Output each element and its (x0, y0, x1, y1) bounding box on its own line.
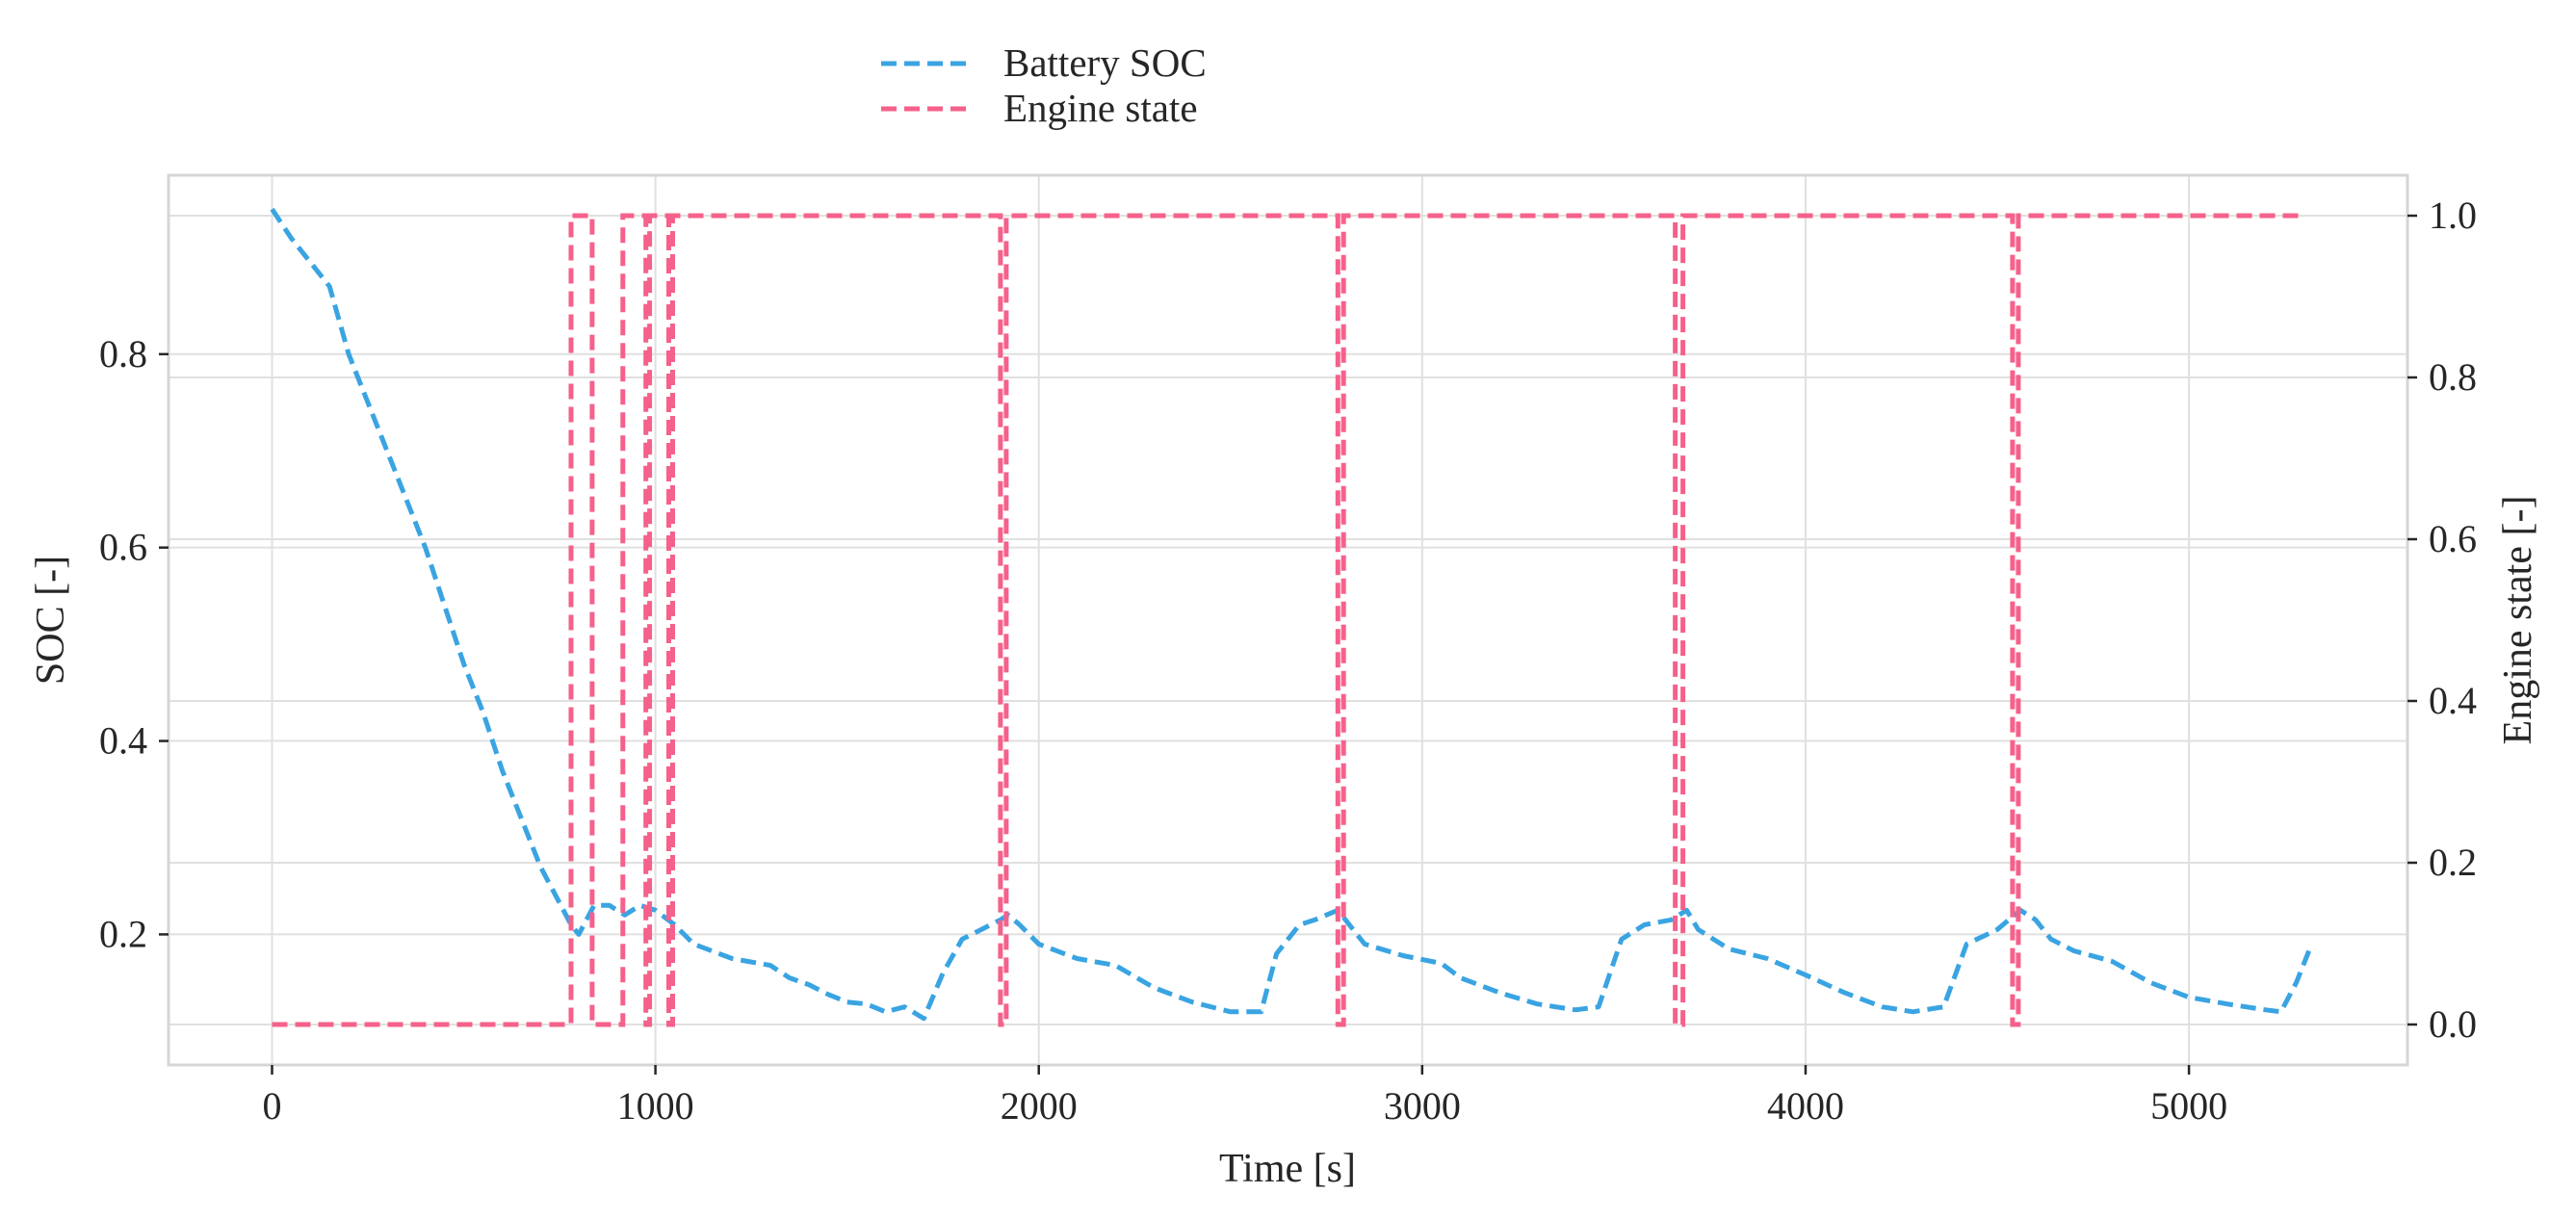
y-left-tick-label: 0.8 (99, 332, 147, 376)
line-engine-state (272, 213, 2304, 1027)
x-axis: 0 1000 2000 3000 4000 5000 (262, 1065, 2227, 1128)
x-tick-label: 1000 (617, 1084, 694, 1128)
plot-frame (167, 173, 2409, 1067)
y-right-tick-label: 0.2 (2429, 841, 2477, 884)
grid-lines (169, 175, 2407, 1065)
y-right-tick-label: 0.8 (2429, 355, 2477, 399)
series-engine-state (272, 213, 2304, 1027)
x-tick-label: 2000 (1001, 1084, 1078, 1128)
x-tick-label: 0 (262, 1084, 281, 1128)
y-axis-right-label: Engine state [-] (2496, 496, 2540, 745)
legend: Battery SOC Engine state (881, 40, 1207, 130)
legend-label-battery-soc: Battery SOC (1003, 40, 1207, 85)
y-axis-left: 0.2 0.4 0.6 0.8 (99, 332, 169, 955)
y-right-tick-label: 0.4 (2429, 679, 2477, 722)
legend-label-engine-state: Engine state (1003, 86, 1198, 130)
x-tick-label: 5000 (2150, 1084, 2227, 1128)
series-battery-soc (270, 207, 2314, 1022)
x-axis-label: Time [s] (1219, 1147, 1356, 1191)
x-tick-label: 4000 (1767, 1084, 1844, 1128)
x-tick-label: 3000 (1384, 1084, 1461, 1128)
y-right-tick-label: 1.0 (2429, 194, 2477, 237)
y-left-tick-label: 0.2 (99, 912, 147, 955)
y-axis-right: 0.0 0.2 0.4 0.6 0.8 1.0 (2407, 194, 2477, 1046)
y-axis-left-label: SOC [-] (29, 556, 73, 685)
line-battery-soc (270, 207, 2314, 1022)
y-right-tick-label: 0.0 (2429, 1002, 2477, 1046)
y-left-tick-label: 0.4 (99, 719, 147, 763)
y-left-tick-label: 0.6 (99, 526, 147, 569)
y-right-tick-label: 0.6 (2429, 517, 2477, 560)
